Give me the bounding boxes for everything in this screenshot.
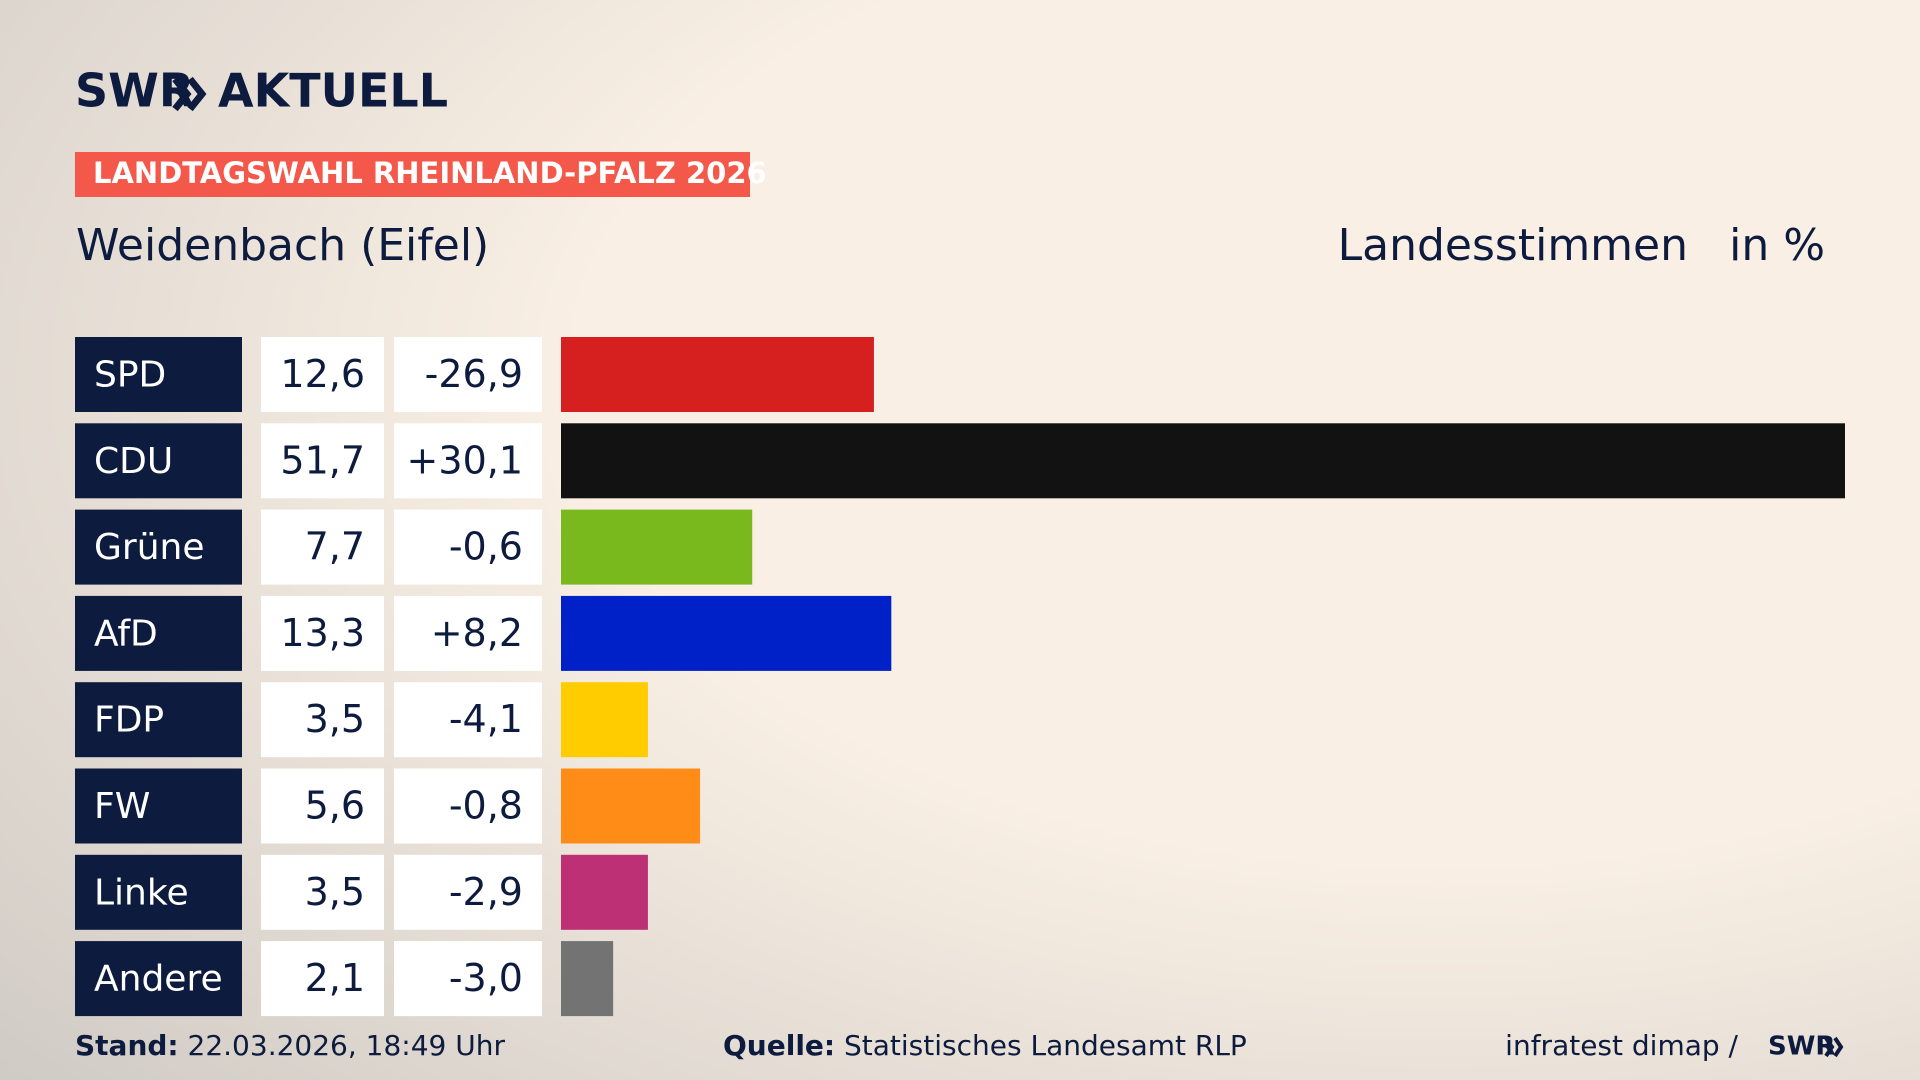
value-label: 3,5 bbox=[305, 697, 365, 741]
source-value: Statistisches Landesamt RLP bbox=[844, 1029, 1247, 1062]
party-label: Grüne bbox=[94, 527, 204, 568]
change-box bbox=[394, 768, 542, 844]
party-box bbox=[75, 854, 242, 930]
change-label: -2,9 bbox=[449, 870, 523, 914]
value-box bbox=[261, 854, 384, 930]
value-box bbox=[261, 768, 384, 844]
value-label: 3,5 bbox=[305, 870, 365, 914]
product: AKTUELL bbox=[218, 64, 448, 118]
tag-box bbox=[75, 152, 750, 197]
change-label: -26,9 bbox=[425, 352, 523, 396]
bar bbox=[561, 768, 701, 844]
party-label: Andere bbox=[94, 959, 223, 1000]
change-label: +30,1 bbox=[407, 438, 523, 482]
party-box bbox=[75, 337, 242, 412]
value-label: 7,7 bbox=[305, 525, 365, 569]
change-box bbox=[394, 854, 542, 930]
measure: Landesstimmen bbox=[1338, 220, 1688, 271]
bar bbox=[561, 854, 648, 930]
value-box bbox=[261, 941, 384, 1017]
party-box bbox=[75, 941, 242, 1017]
unit: in % bbox=[1729, 220, 1825, 271]
party-box bbox=[75, 768, 242, 844]
bar bbox=[561, 337, 874, 412]
party-box bbox=[75, 595, 242, 671]
stand: Stand: 22.03.2026, 18:49 Uhr bbox=[75, 1029, 505, 1062]
source-label: Quelle: bbox=[723, 1029, 835, 1062]
bar bbox=[561, 509, 753, 585]
credit: infratest dimap / bbox=[1505, 1029, 1738, 1062]
bar bbox=[561, 595, 892, 671]
chart-title: Weidenbach (Eifel) bbox=[76, 220, 489, 271]
change-label: -0,8 bbox=[449, 784, 523, 828]
value-box bbox=[261, 509, 384, 585]
value-box bbox=[261, 595, 384, 671]
party-box bbox=[75, 423, 242, 499]
value-label: 13,3 bbox=[280, 611, 365, 655]
party-box bbox=[75, 682, 242, 758]
bar bbox=[561, 941, 614, 1017]
value-label: 5,6 bbox=[305, 784, 365, 828]
bar bbox=[561, 423, 1845, 499]
stand-value: 22.03.2026, 18:49 Uhr bbox=[188, 1029, 506, 1062]
footer-brand: SWR bbox=[1768, 1032, 1835, 1062]
bar bbox=[561, 682, 648, 758]
change-box bbox=[394, 337, 542, 412]
value-label: 51,7 bbox=[280, 438, 365, 482]
change-box bbox=[394, 423, 542, 499]
party-label: CDU bbox=[94, 441, 173, 482]
change-label: +8,2 bbox=[431, 611, 523, 655]
change-label: -3,0 bbox=[449, 956, 523, 1000]
brand-chevrons bbox=[172, 76, 207, 112]
change-box bbox=[394, 941, 542, 1017]
value-box bbox=[261, 682, 384, 758]
change-box bbox=[394, 509, 542, 585]
value-box bbox=[261, 337, 384, 412]
footer-chevrons bbox=[1824, 1036, 1844, 1058]
value-label: 2,1 bbox=[305, 956, 365, 1000]
change-label: -4,1 bbox=[449, 697, 523, 741]
tag: LANDTAGSWAHL RHEINLAND-PFALZ 2026 bbox=[93, 156, 767, 190]
party-label: FW bbox=[94, 786, 150, 827]
change-label: -0,6 bbox=[449, 525, 523, 569]
party-label: Linke bbox=[94, 872, 189, 913]
stand-label: Stand: bbox=[75, 1029, 179, 1062]
party-box bbox=[75, 509, 242, 585]
party-label: AfD bbox=[94, 613, 158, 654]
party-label: SPD bbox=[94, 355, 166, 396]
value-label: 12,6 bbox=[280, 352, 365, 396]
source: Quelle: Statistisches Landesamt RLP bbox=[723, 1029, 1247, 1062]
change-box bbox=[394, 682, 542, 758]
value-box bbox=[261, 423, 384, 499]
change-box bbox=[394, 595, 542, 671]
party-label: FDP bbox=[94, 700, 164, 741]
